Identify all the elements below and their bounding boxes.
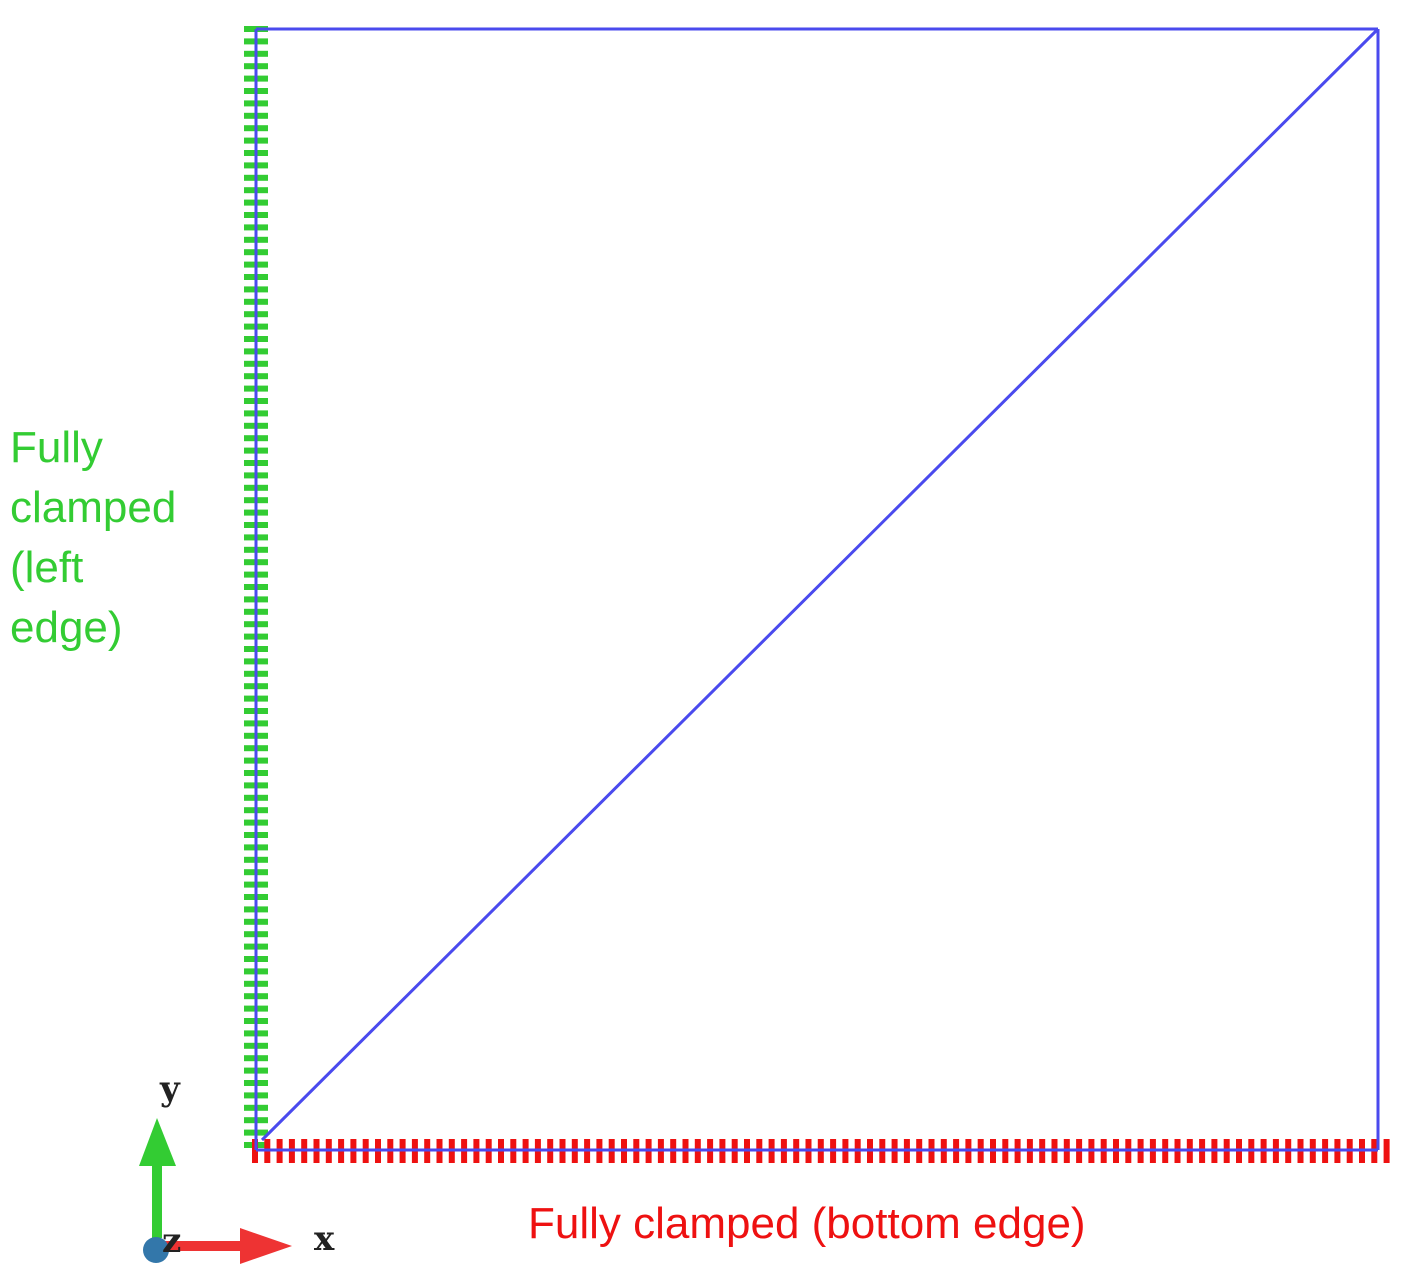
left-edge-label-line-4: edge) [10, 603, 123, 652]
z-axis-dot [143, 1237, 169, 1263]
y-axis-label: y [159, 1069, 181, 1109]
x-axis-arrow-head [240, 1228, 292, 1264]
left-edge-label-line-2: clamped [10, 483, 177, 532]
y-axis-arrow-head [139, 1118, 176, 1166]
element-diagonal-edge [260, 27, 1380, 1142]
x-axis-arrow-shaft [160, 1241, 246, 1251]
bottom-clamp-tick [252, 1139, 258, 1163]
z-axis-label: z [162, 1221, 181, 1261]
left-edge-label-line-1: Fully [10, 423, 103, 472]
y-axis-arrow-shaft [152, 1160, 162, 1238]
xyz-axis-triad-icon: y z x [139, 1069, 335, 1264]
bottom-edge-bc-label: Fully clamped (bottom edge) [528, 1199, 1086, 1248]
bottom-clamp-tick [1383, 1139, 1390, 1163]
left-edge-bc-label: Fully clamped (left edge) [10, 418, 240, 658]
x-axis-label: x [314, 1219, 335, 1259]
left-edge-label-line-3: (left [10, 543, 84, 592]
